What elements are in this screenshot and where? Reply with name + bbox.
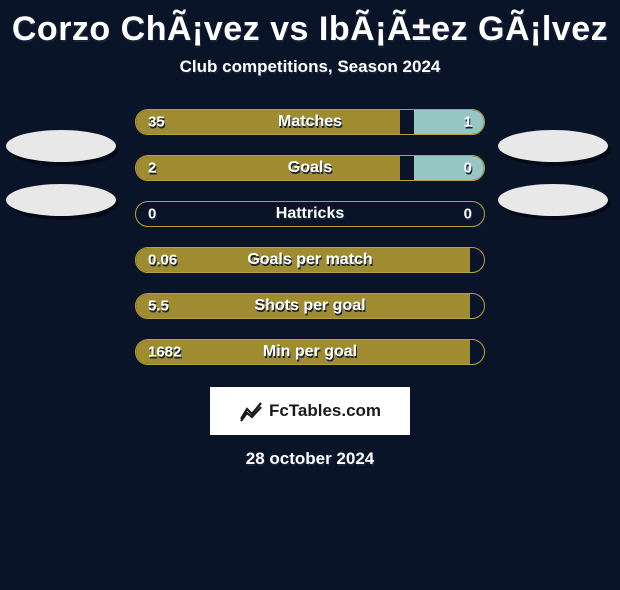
subtitle: Club competitions, Season 2024 bbox=[0, 57, 620, 77]
stat-label: Shots per goal bbox=[254, 297, 365, 315]
chart-icon bbox=[239, 399, 263, 423]
footer-date: 28 october 2024 bbox=[0, 449, 620, 469]
stat-value-left: 35 bbox=[148, 114, 165, 131]
logo-box: FcTables.com bbox=[210, 387, 410, 435]
stat-value-right: 1 bbox=[464, 114, 472, 131]
stat-bar-track: Goals 2 0 bbox=[135, 155, 485, 181]
stat-label: Matches bbox=[278, 113, 342, 131]
stat-row: Min per goal 1682 bbox=[0, 329, 620, 375]
stat-bar-left bbox=[136, 110, 400, 134]
stat-bar-track: Shots per goal 5.5 bbox=[135, 293, 485, 319]
stat-label: Goals bbox=[288, 159, 332, 177]
stat-bar-left bbox=[136, 156, 400, 180]
logo-text: FcTables.com bbox=[269, 401, 381, 421]
stat-row: Goals per match 0.06 bbox=[0, 237, 620, 283]
stat-label: Min per goal bbox=[263, 343, 357, 361]
stat-value-left: 0 bbox=[148, 206, 156, 223]
stat-value-left: 5.5 bbox=[148, 298, 169, 315]
stat-bar-right bbox=[414, 156, 484, 180]
player-avatar-right bbox=[498, 184, 608, 216]
stat-bar-track: Goals per match 0.06 bbox=[135, 247, 485, 273]
stat-label: Goals per match bbox=[247, 251, 372, 269]
player-avatar-right bbox=[498, 130, 608, 162]
stat-value-right: 0 bbox=[464, 206, 472, 223]
stat-bar-track: Hattricks 0 0 bbox=[135, 201, 485, 227]
player-avatar-left bbox=[6, 184, 116, 216]
stat-bar-track: Min per goal 1682 bbox=[135, 339, 485, 365]
stat-bar-track: Matches 35 1 bbox=[135, 109, 485, 135]
stat-value-left: 0.06 bbox=[148, 252, 177, 269]
stat-row: Shots per goal 5.5 bbox=[0, 283, 620, 329]
stat-value-right: 0 bbox=[464, 160, 472, 177]
stat-label: Hattricks bbox=[276, 205, 344, 223]
page-title: Corzo ChÃ¡vez vs IbÃ¡Ã±ez GÃ¡lvez bbox=[0, 10, 620, 49]
stat-value-left: 2 bbox=[148, 160, 156, 177]
player-avatar-left bbox=[6, 130, 116, 162]
stat-value-left: 1682 bbox=[148, 344, 181, 361]
stat-bar-right bbox=[414, 110, 484, 134]
